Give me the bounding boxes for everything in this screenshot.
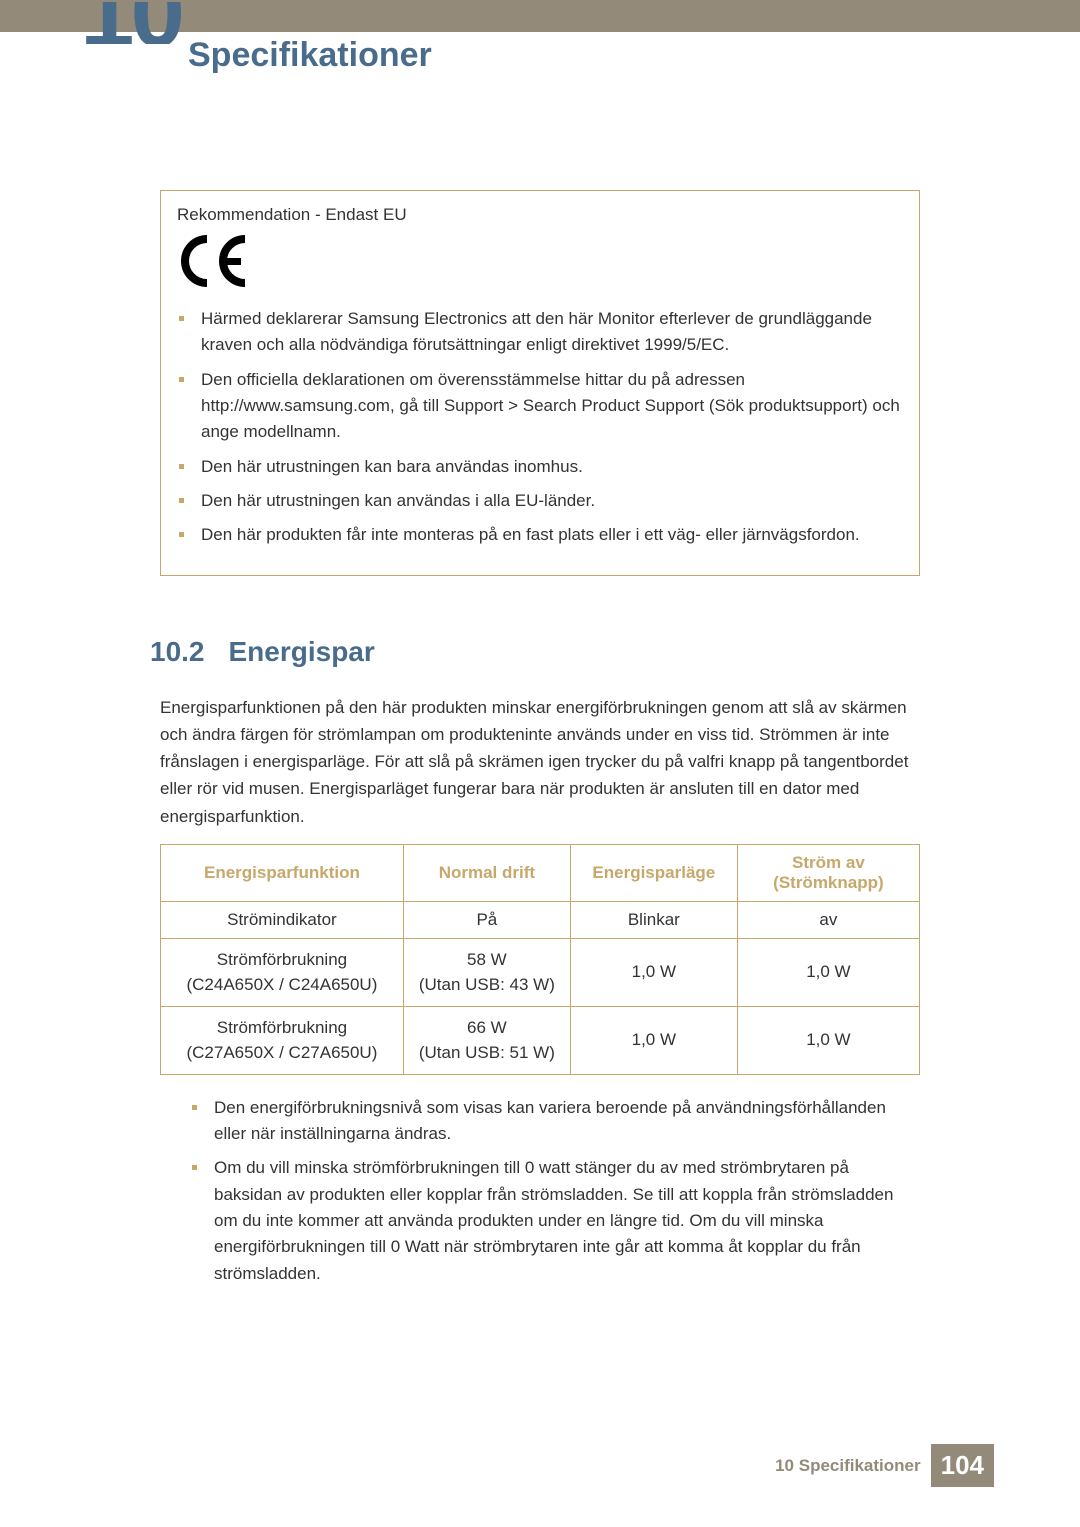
- ce-mark-icon: [177, 233, 903, 298]
- footer-chapter-label: 10 Specifikationer: [775, 1456, 921, 1476]
- cell-line: (C24A650X / C24A650U): [186, 975, 377, 994]
- recommendation-bullet-list: Härmed deklarerar Samsung Electronics at…: [177, 306, 903, 549]
- table-cell: 1,0 W: [737, 1006, 919, 1074]
- notes-bullet-list: Den energiförbrukningsnivå som visas kan…: [160, 1095, 920, 1287]
- footer: 10 Specifikationer 104: [775, 1444, 994, 1487]
- table-row: Strömförbrukning (C24A650X / C24A650U) 5…: [161, 938, 920, 1006]
- energy-table: Energisparfunktion Normal drift Energisp…: [160, 844, 920, 1075]
- cell-line: (C27A650X / C27A650U): [186, 1043, 377, 1062]
- table-header-subtext: (Strömknapp): [748, 873, 909, 893]
- table-header-row: Energisparfunktion Normal drift Energisp…: [161, 844, 920, 901]
- list-item: Den här produkten får inte monteras på e…: [201, 522, 903, 548]
- table-cell: 1,0 W: [570, 938, 737, 1006]
- cell-line: Strömförbrukning: [217, 950, 347, 969]
- list-item: Den energiförbrukningsnivå som visas kan…: [214, 1095, 920, 1148]
- table-cell: Blinkar: [570, 901, 737, 938]
- table-header-cell: Ström av (Strömknapp): [737, 844, 919, 901]
- table-cell: 1,0 W: [570, 1006, 737, 1074]
- list-item: Härmed deklarerar Samsung Electronics at…: [201, 306, 903, 359]
- table-cell: På: [403, 901, 570, 938]
- table-header-cell: Normal drift: [403, 844, 570, 901]
- section-number: 10.2: [150, 636, 205, 668]
- table-cell: 1,0 W: [737, 938, 919, 1006]
- document-page: 10 Specifikationer Rekommendation - Enda…: [0, 0, 1080, 1527]
- chapter-number-fragment: 10: [80, 2, 190, 44]
- cell-line: (Utan USB: 51 W): [419, 1043, 555, 1062]
- table-header-subtext: Ström av: [748, 853, 909, 873]
- footer-page-number: 104: [931, 1444, 994, 1487]
- table-cell: Strömförbrukning (C27A650X / C27A650U): [161, 1006, 404, 1074]
- cell-line: (Utan USB: 43 W): [419, 975, 555, 994]
- list-item: Om du vill minska strömförbrukningen til…: [214, 1155, 920, 1287]
- section-title: Energispar: [229, 636, 375, 668]
- list-item: Den officiella deklarationen om överenss…: [201, 367, 903, 446]
- section-heading: 10.2 Energispar: [160, 636, 920, 668]
- recommendation-box: Rekommendation - Endast EU Härmed deklar…: [160, 190, 920, 576]
- table-header-cell: Energisparfunktion: [161, 844, 404, 901]
- table-header-cell: Energisparläge: [570, 844, 737, 901]
- table-row: Strömindikator På Blinkar av: [161, 901, 920, 938]
- table-cell: Strömindikator: [161, 901, 404, 938]
- list-item: Den här utrustningen kan bara användas i…: [201, 454, 903, 480]
- table-cell: 66 W (Utan USB: 51 W): [403, 1006, 570, 1074]
- table-cell: 58 W (Utan USB: 43 W): [403, 938, 570, 1006]
- cell-line: Strömförbrukning: [217, 1018, 347, 1037]
- table-row: Strömförbrukning (C27A650X / C27A650U) 6…: [161, 1006, 920, 1074]
- list-item: Den här utrustningen kan användas i alla…: [201, 488, 903, 514]
- section-intro-paragraph: Energisparfunktionen på den här produkte…: [160, 694, 920, 830]
- cell-line: 66 W: [467, 1018, 507, 1037]
- cell-line: 58 W: [467, 950, 507, 969]
- recommendation-title: Rekommendation - Endast EU: [177, 205, 903, 225]
- content-area: Rekommendation - Endast EU Härmed deklar…: [160, 190, 920, 1295]
- page-title: Specifikationer: [188, 36, 432, 75]
- table-cell: av: [737, 901, 919, 938]
- table-cell: Strömförbrukning (C24A650X / C24A650U): [161, 938, 404, 1006]
